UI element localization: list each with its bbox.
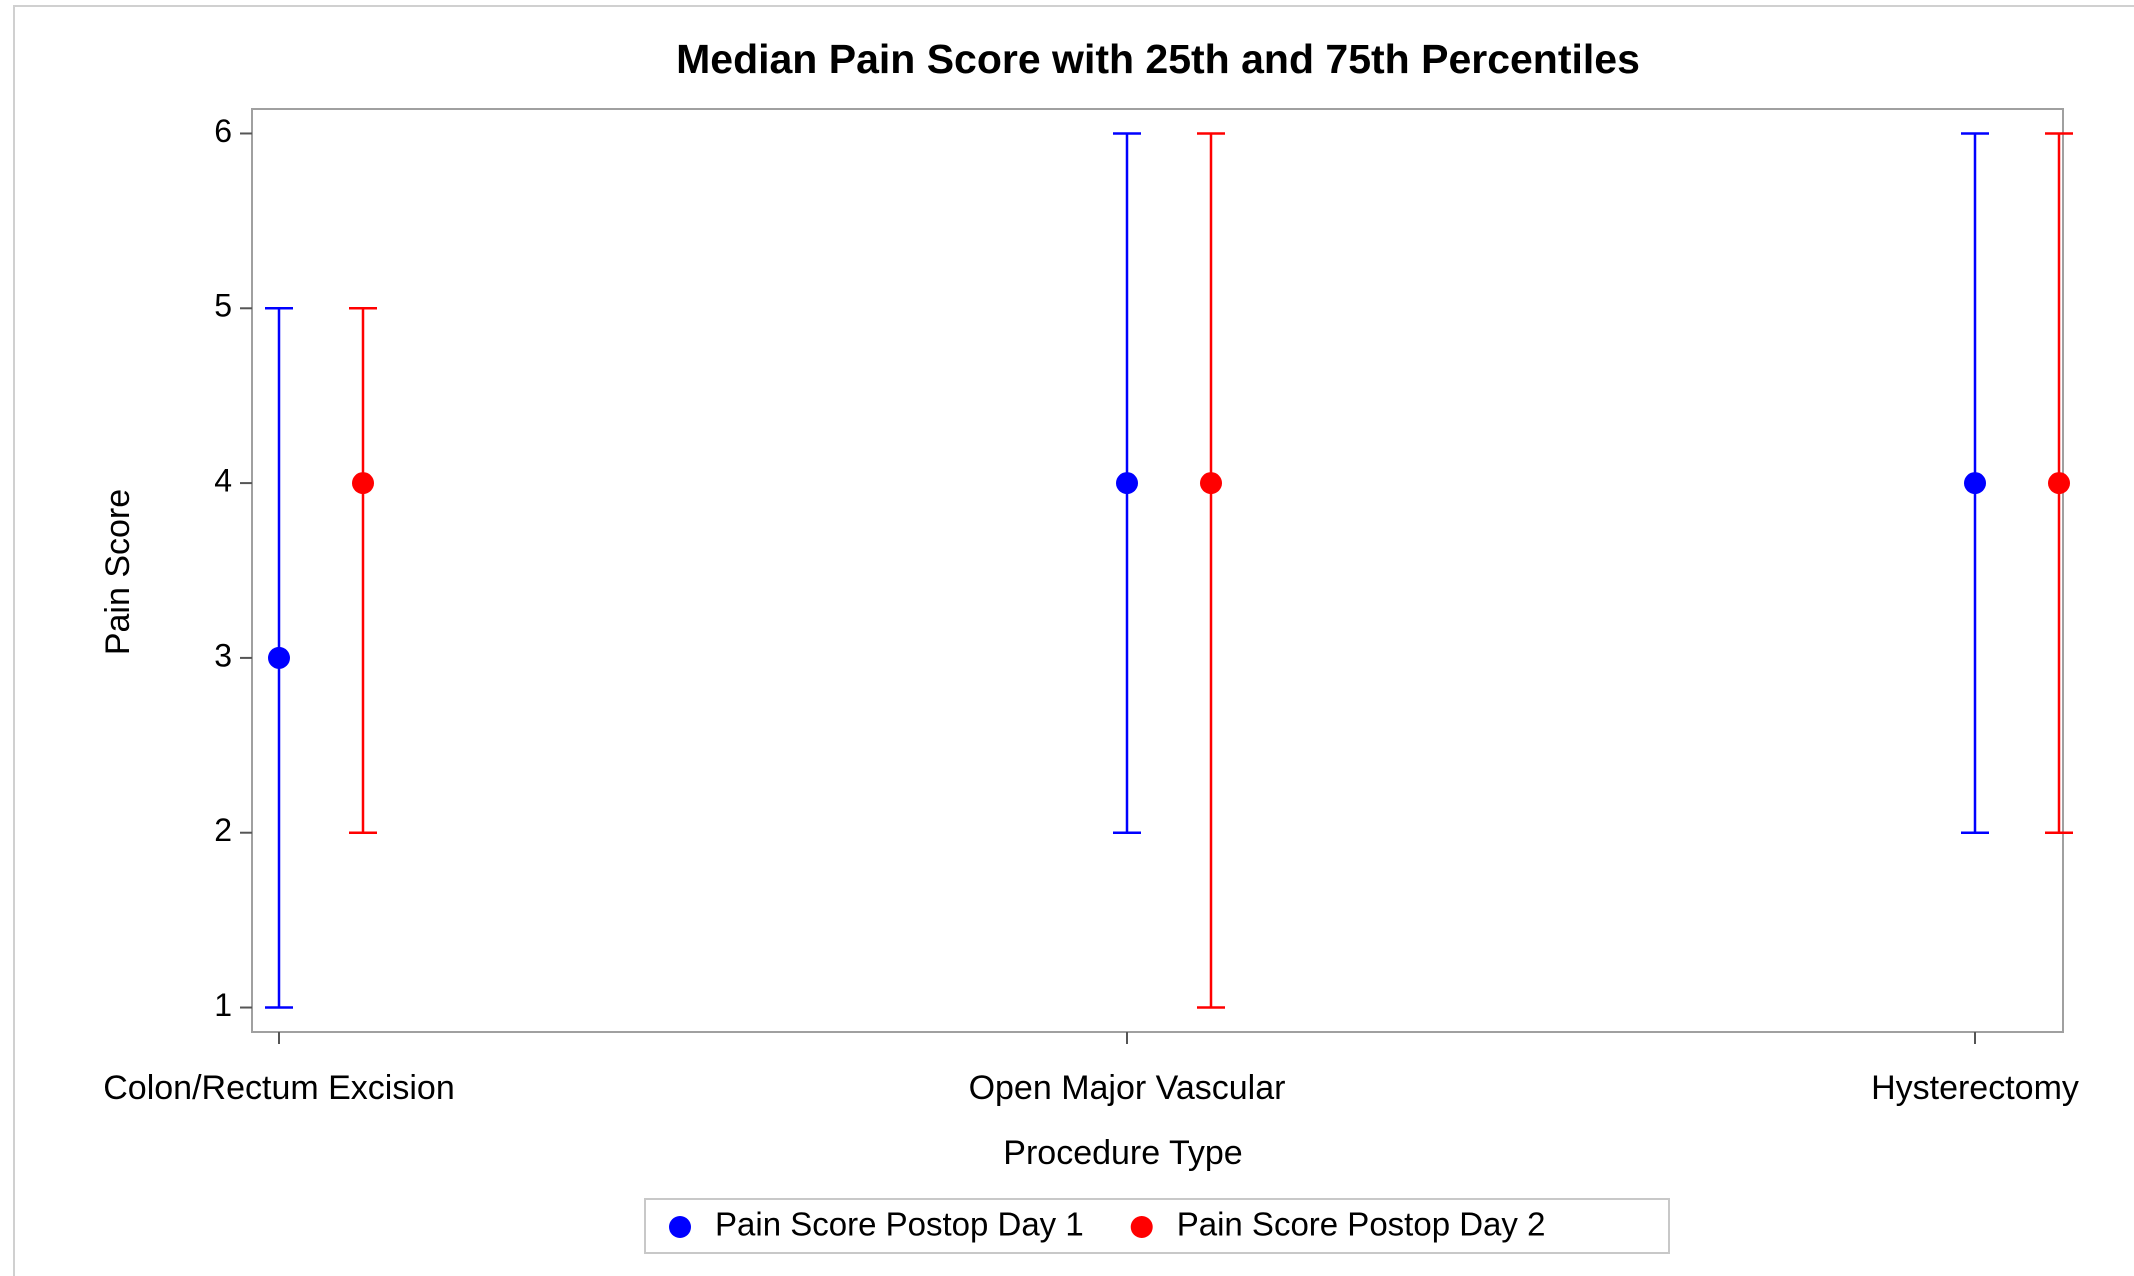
median-dot bbox=[1116, 472, 1138, 495]
legend-marker bbox=[669, 1216, 691, 1238]
median-dot bbox=[1964, 472, 1986, 495]
y-tick-label: 1 bbox=[214, 987, 232, 1023]
legend-label: Pain Score Postop Day 2 bbox=[1177, 1206, 1546, 1243]
y-tick-label: 5 bbox=[214, 288, 232, 324]
y-tick-label: 6 bbox=[214, 113, 232, 149]
legend-marker bbox=[1130, 1216, 1153, 1238]
legend-box bbox=[644, 1198, 1670, 1254]
y-tick-label: 3 bbox=[214, 637, 232, 673]
median-dot bbox=[268, 646, 290, 669]
legend-label: Pain Score Postop Day 1 bbox=[715, 1206, 1084, 1243]
median-dot bbox=[1200, 472, 1222, 495]
page-frame bbox=[13, 5, 2134, 1276]
y-tick-label: 4 bbox=[214, 463, 232, 499]
y-axis-label: Pain Score bbox=[99, 489, 137, 655]
median-dot bbox=[352, 472, 374, 495]
x-tick-label: Colon/Rectum Excision bbox=[103, 1069, 454, 1107]
x-tick-label: Hysterectomy bbox=[1871, 1069, 2079, 1107]
x-tick-label: Open Major Vascular bbox=[969, 1069, 1286, 1107]
chart-title: Median Pain Score with 25th and 75th Per… bbox=[676, 36, 1640, 82]
x-axis-label: Procedure Type bbox=[1003, 1134, 1242, 1172]
y-tick-label: 2 bbox=[214, 812, 232, 848]
median-dot bbox=[2048, 472, 2070, 495]
plot-frame bbox=[251, 108, 2064, 1033]
